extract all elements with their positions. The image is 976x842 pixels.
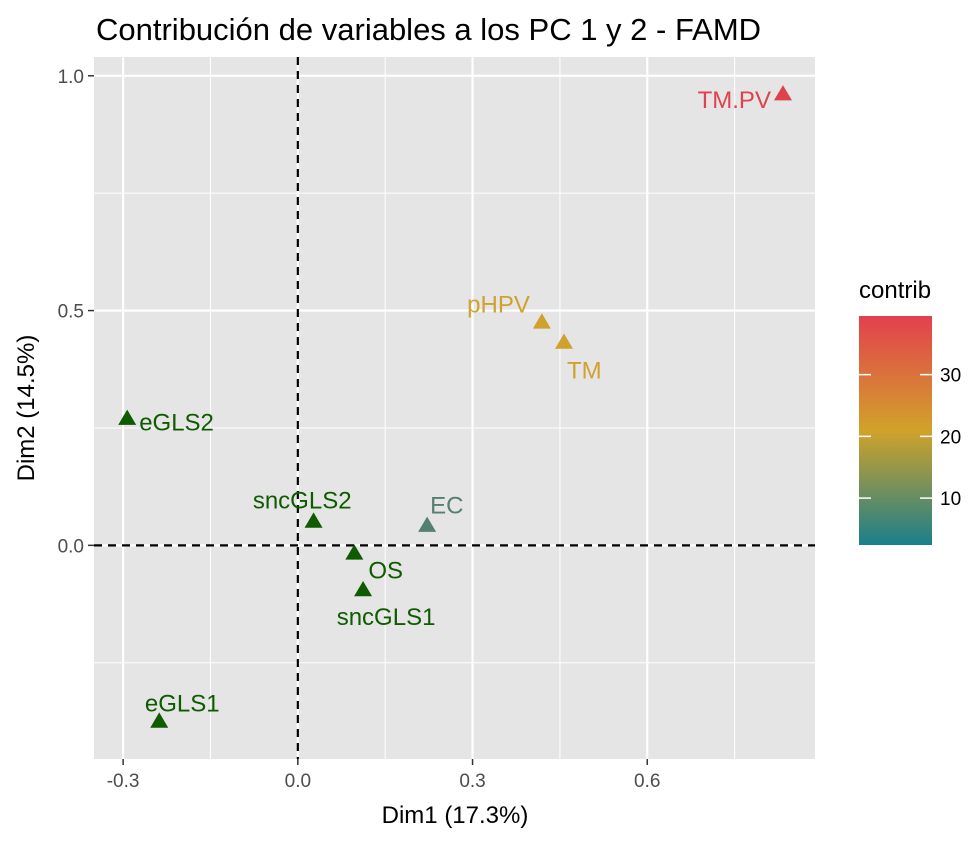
legend-title: contrib <box>859 277 931 304</box>
point-label: pHPV <box>467 291 530 318</box>
point-marker <box>554 333 573 349</box>
legend: 10 20 30 <box>859 316 961 545</box>
point-marker <box>354 580 373 597</box>
data-points: TM.PV pHPV TM EC eGLS2 sncGLS2 OS sncGLS1 eGLS1 <box>118 85 792 728</box>
legend-tick-label: 10 <box>940 489 961 510</box>
y-tick-label: 0.0 <box>58 536 84 557</box>
point-marker <box>345 544 364 560</box>
x-tick-label: -0.3 <box>107 771 140 792</box>
point-label: sncGLS2 <box>253 487 352 514</box>
legend-tick-label: 20 <box>940 427 961 448</box>
point-label: TM <box>567 357 602 384</box>
point-marker <box>418 516 437 532</box>
x-tick-label: 0.3 <box>459 771 485 792</box>
point-label: eGLS1 <box>145 690 220 717</box>
chart-title: Contribución de variables a los PC 1 y 2… <box>96 12 761 47</box>
point-label: eGLS2 <box>139 410 214 437</box>
plot-panel <box>94 57 815 759</box>
point-marker <box>150 712 169 728</box>
y-tick-label: 1.0 <box>58 67 84 88</box>
y-axis-title: Dim2 (14.5%) <box>13 335 40 482</box>
y-tick-label: 0.5 <box>58 302 84 323</box>
point-marker <box>118 409 137 425</box>
x-tick-label: 0.6 <box>634 771 660 792</box>
legend-colorbar <box>859 316 932 545</box>
axes: -0.3 0.0 0.3 0.6 0.0 0.5 1.0 <box>58 67 661 792</box>
point-label: EC <box>430 493 463 520</box>
point-marker <box>773 85 792 101</box>
point-label: OS <box>368 557 403 584</box>
legend-tick-label: 30 <box>940 366 961 387</box>
point-label: TM.PV <box>698 87 771 114</box>
x-tick-label: 0.0 <box>285 771 311 792</box>
x-axis-title: Dim1 (17.3%) <box>382 802 529 829</box>
point-label: sncGLS1 <box>337 604 436 631</box>
point-marker <box>304 512 323 528</box>
point-marker <box>532 313 551 329</box>
panel-background <box>94 57 815 759</box>
